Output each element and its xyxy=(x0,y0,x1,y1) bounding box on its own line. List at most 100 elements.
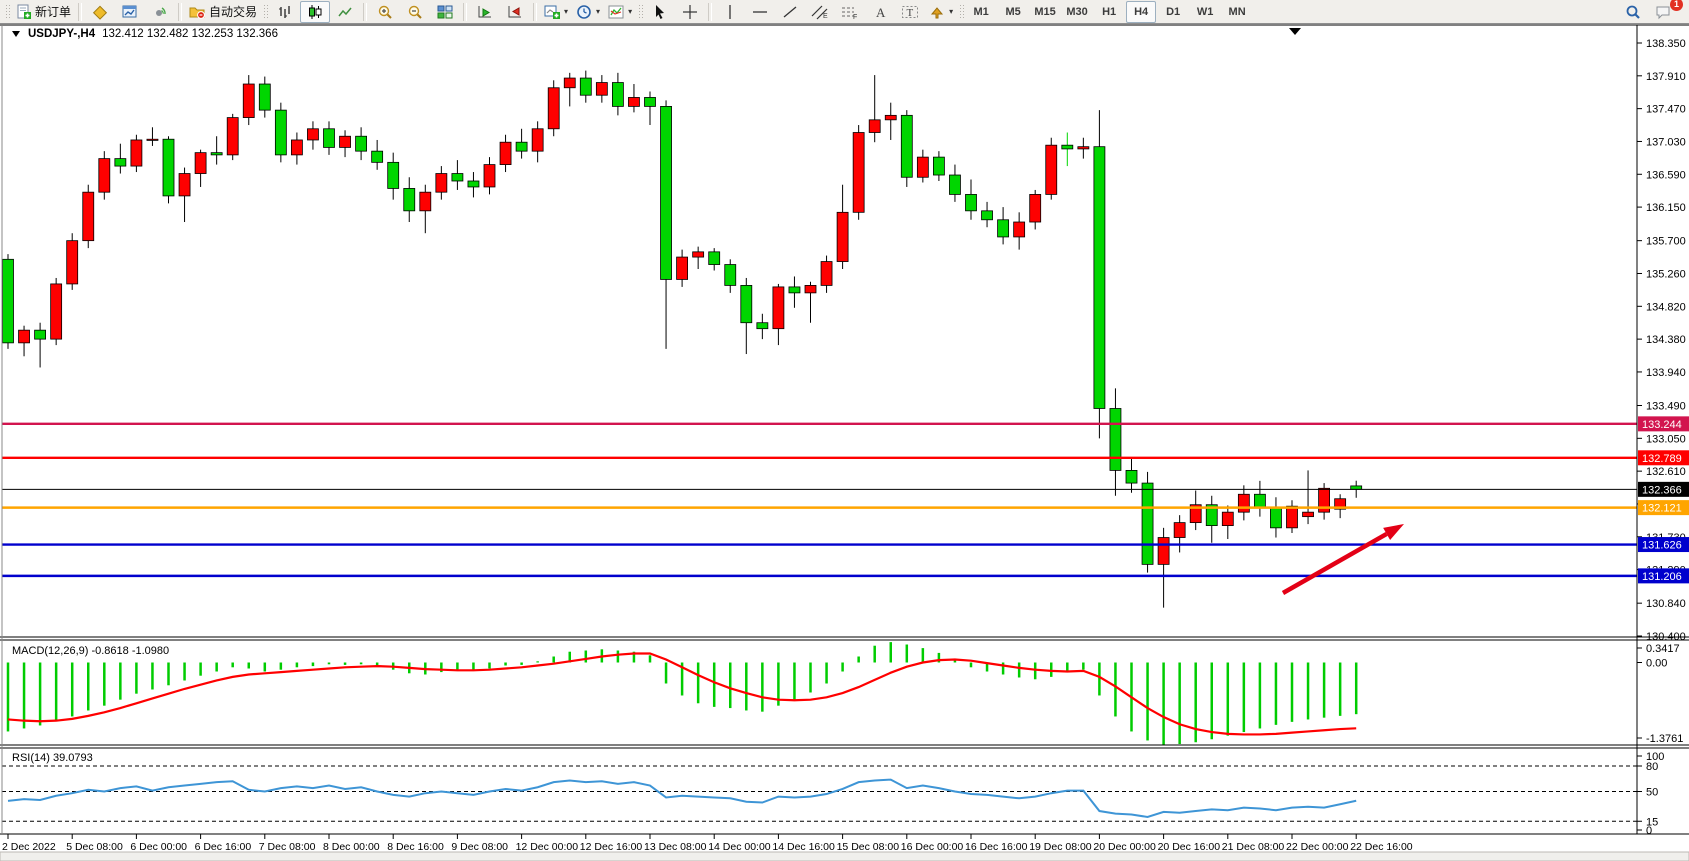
arrows-tool-button[interactable]: ▾ xyxy=(925,1,957,23)
candle-body xyxy=(628,97,640,107)
candle-body xyxy=(612,82,624,107)
macd-bar xyxy=(1274,662,1278,725)
time-tick-label: 2 Dec 2022 xyxy=(2,841,56,853)
horizontal-line-tool-button[interactable] xyxy=(745,1,775,23)
candle-body xyxy=(595,82,608,96)
candle-28 xyxy=(451,160,464,190)
vertical-line-tool-button[interactable] xyxy=(715,1,745,23)
notifications-button[interactable]: 1 xyxy=(1648,0,1683,23)
indicators-icon xyxy=(608,5,624,18)
candle-body xyxy=(242,83,255,118)
candle-body xyxy=(949,174,961,195)
new-chart-button[interactable]: ▾ xyxy=(540,1,572,23)
timeframe-H4[interactable]: H4 xyxy=(1126,0,1157,23)
fibonacci-tool-button[interactable]: F xyxy=(835,1,865,23)
candle-body xyxy=(965,194,977,212)
chart-shift-marker[interactable] xyxy=(1289,28,1301,35)
bar-chart-type-button[interactable] xyxy=(270,1,300,23)
candle-38 xyxy=(612,72,624,116)
candle-20 xyxy=(323,121,335,155)
new-order-button[interactable]: 新订单 xyxy=(12,1,75,23)
zoom-out-button[interactable] xyxy=(400,1,430,23)
timeframe-M30[interactable]: M30 xyxy=(1066,5,1088,18)
time-tick-label: 9 Dec 08:00 xyxy=(451,841,508,853)
candle-14 xyxy=(226,113,239,161)
timeframe-W1[interactable]: W1 xyxy=(1196,5,1214,18)
candle-27 xyxy=(435,166,448,200)
candles-layer xyxy=(2,70,1363,608)
candle-66 xyxy=(1061,132,1074,167)
tile-windows-button[interactable] xyxy=(430,1,460,23)
trend-arrow[interactable] xyxy=(1281,524,1404,595)
timeframe-H1[interactable]: H1 xyxy=(1102,5,1117,18)
candle-body xyxy=(868,119,881,133)
text-tool-button[interactable]: A xyxy=(865,1,895,23)
zoom-in-button[interactable] xyxy=(370,1,400,23)
chart-canvas[interactable]: 138.350 137.910 137.470 137.030 136.590 136.1… xyxy=(0,24,1689,861)
broadcast-button[interactable] xyxy=(145,1,175,23)
notification-badge: 1 xyxy=(1670,0,1683,11)
macd-bar xyxy=(568,651,571,663)
candle-17 xyxy=(274,102,287,163)
candle-65 xyxy=(1045,137,1058,200)
line-chart-type-button[interactable] xyxy=(330,1,360,23)
timeframe-M1[interactable]: M1 xyxy=(973,5,989,18)
text-label-tool-button[interactable]: T xyxy=(895,1,925,23)
macd-bar xyxy=(809,662,812,693)
macd-bar xyxy=(616,650,620,663)
candle-body xyxy=(451,173,464,182)
macd-bar xyxy=(1338,662,1342,716)
price-tick-label: 133.050 xyxy=(1646,433,1686,445)
timeframe-MN[interactable]: MN xyxy=(1228,5,1246,18)
time-tick-label: 8 Dec 00:00 xyxy=(323,841,380,853)
macd-bar xyxy=(135,662,138,694)
price-tick-label: 134.380 xyxy=(1646,334,1686,346)
channel-tool-button[interactable]: E xyxy=(805,1,835,23)
candle-30 xyxy=(483,157,496,195)
auto-scroll-button[interactable] xyxy=(470,1,500,23)
candle-74 xyxy=(1189,490,1202,531)
price-badge-label: 133.244 xyxy=(1642,419,1682,431)
chart-shift-button[interactable] xyxy=(500,1,530,23)
candle-body xyxy=(804,285,817,294)
macd-bar xyxy=(953,659,957,663)
macd-bar xyxy=(889,642,892,663)
candle-body xyxy=(387,161,400,189)
chart-window-button[interactable] xyxy=(115,1,145,23)
chat-bubble-icon xyxy=(1656,6,1669,19)
candle-70 xyxy=(1125,456,1138,493)
rsi-axis-label: 15 xyxy=(1646,816,1658,828)
candle-23 xyxy=(371,139,384,170)
price-tick-label: 132.610 xyxy=(1646,466,1686,478)
candle-body xyxy=(194,152,207,174)
macd-axis: 0.3417 0.00 -1.3761 xyxy=(1637,643,1683,745)
profiles-button[interactable]: ▾ xyxy=(572,1,604,23)
time-axis: 2 Dec 2022 5 Dec 08:00 6 Dec 00:00 6 Dec 16… xyxy=(2,834,1413,853)
time-tick-label: 14 Dec 16:00 xyxy=(772,841,835,853)
candle-13 xyxy=(210,136,223,165)
svg-text:T: T xyxy=(907,7,914,19)
candlestick-chart-type-button[interactable] xyxy=(300,0,331,23)
market-watch-button[interactable] xyxy=(85,1,115,23)
trendline-tool-button[interactable] xyxy=(775,1,805,23)
cursor-tool-button[interactable] xyxy=(645,1,675,23)
clock-icon xyxy=(577,4,591,19)
time-tick-label: 12 Dec 16:00 xyxy=(580,841,643,853)
timeframe-M5[interactable]: M5 xyxy=(1005,5,1021,18)
timeframe-D1[interactable]: D1 xyxy=(1166,5,1181,18)
separator xyxy=(78,2,83,21)
gold-icon xyxy=(92,5,108,20)
time-tick-label: 19 Dec 08:00 xyxy=(1029,841,1092,853)
arrow-shapes-icon xyxy=(931,6,944,18)
dropdown-caret-icon: ▾ xyxy=(949,7,954,16)
candle-body xyxy=(772,286,785,330)
crosshair-tool-button[interactable] xyxy=(675,1,705,23)
autotrading-button[interactable]: 自动交易 xyxy=(185,1,261,23)
search-button[interactable] xyxy=(1618,1,1648,23)
candle-53 xyxy=(852,125,865,220)
macd-bar xyxy=(1114,662,1117,717)
indicators-button[interactable]: ▾ xyxy=(604,1,636,23)
time-tick-label: 7 Dec 08:00 xyxy=(259,841,316,853)
timeframe-M15[interactable]: M15 xyxy=(1034,5,1056,18)
candle-body xyxy=(1013,221,1026,238)
